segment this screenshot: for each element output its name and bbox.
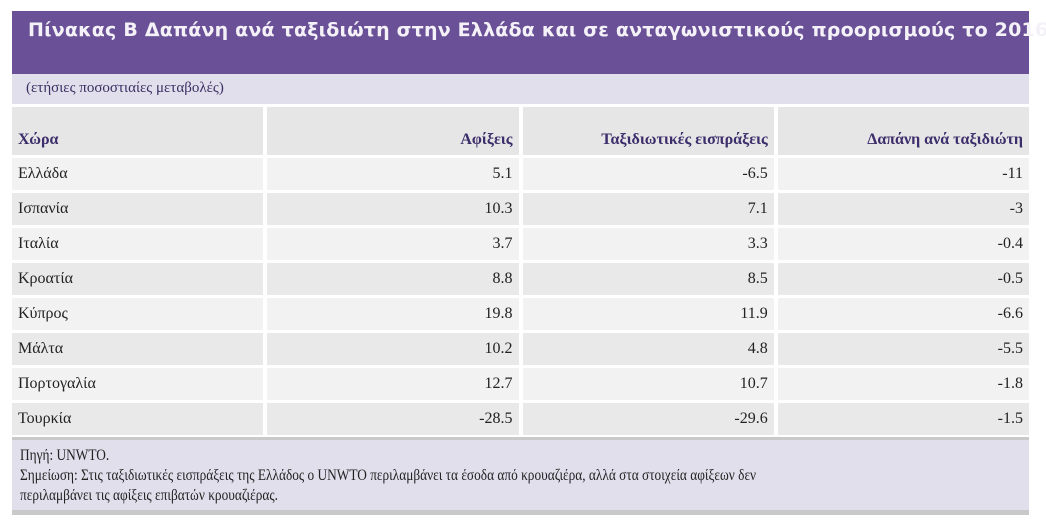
- column-header-spend-per-traveller: Δαπάνη ανά ταξιδιώτη: [777, 107, 1029, 155]
- cell-spend-per-traveller: -11: [777, 158, 1029, 190]
- cell-spend-per-traveller: -0.5: [777, 263, 1029, 295]
- cell-country: Πορτογαλία: [12, 368, 264, 400]
- cell-arrivals: 19.8: [267, 298, 519, 330]
- table-subtitle: (ετήσιες ποσοστιαίες μεταβολές): [12, 74, 1029, 104]
- cell-arrivals: 10.3: [267, 193, 519, 225]
- note-line-1: Σημείωση: Στις ταξιδιωτικές εισπράξεις τ…: [20, 467, 757, 484]
- cell-receipts: -6.5: [522, 158, 774, 190]
- column-header-receipts: Ταξιδιωτικές εισπράξεις: [522, 107, 774, 155]
- cell-receipts: 7.1: [522, 193, 774, 225]
- cell-country: Ελλάδα: [12, 158, 264, 190]
- cell-country: Κύπρος: [12, 298, 264, 330]
- cell-receipts: 4.8: [522, 333, 774, 365]
- cell-spend-per-traveller: -0.4: [777, 228, 1029, 260]
- table-row: Κροατία 8.8 8.5 -0.5: [12, 263, 1029, 295]
- table-footnote: Πηγή: UNWTO. Σημείωση: Στις ταξιδιωτικές…: [12, 437, 1029, 515]
- data-table: Χώρα Αφίξεις Ταξιδιωτικές εισπράξεις Δαπ…: [8, 104, 1033, 438]
- column-header-arrivals: Αφίξεις: [267, 107, 519, 155]
- table-row: Ελλάδα 5.1 -6.5 -11: [12, 158, 1029, 190]
- column-header-country: Χώρα: [12, 107, 264, 155]
- cell-arrivals: 3.7: [267, 228, 519, 260]
- cell-receipts: -29.6: [522, 403, 774, 435]
- cell-spend-per-traveller: -1.8: [777, 368, 1029, 400]
- cell-spend-per-traveller: -1.5: [777, 403, 1029, 435]
- cell-arrivals: 12.7: [267, 368, 519, 400]
- cell-country: Ιταλία: [12, 228, 264, 260]
- cell-arrivals: 10.2: [267, 333, 519, 365]
- cell-spend-per-traveller: -3: [777, 193, 1029, 225]
- table-row: Ιταλία 3.7 3.3 -0.4: [12, 228, 1029, 260]
- cell-arrivals: 5.1: [267, 158, 519, 190]
- table-row: Κύπρος 19.8 11.9 -6.6: [12, 298, 1029, 330]
- table-row: Πορτογαλία 12.7 10.7 -1.8: [12, 368, 1029, 400]
- cell-spend-per-traveller: -5.5: [777, 333, 1029, 365]
- cell-receipts: 3.3: [522, 228, 774, 260]
- cell-spend-per-traveller: -6.6: [777, 298, 1029, 330]
- table-panel: Πίνακας Β Δαπάνη ανά ταξιδιώτη στην Ελλά…: [12, 11, 1046, 515]
- cell-arrivals: -28.5: [267, 403, 519, 435]
- cell-country: Μάλτα: [12, 333, 264, 365]
- cell-country: Τουρκία: [12, 403, 264, 435]
- cell-receipts: 8.5: [522, 263, 774, 295]
- cell-receipts: 10.7: [522, 368, 774, 400]
- table-title: Πίνακας Β Δαπάνη ανά ταξιδιώτη στην Ελλά…: [12, 11, 1046, 74]
- table-row: Μάλτα 10.2 4.8 -5.5: [12, 333, 1029, 365]
- cell-country: Ισπανία: [12, 193, 264, 225]
- note-line-2: περιλαμβάνει τις αφίξεις επιβατών κρουαζ…: [20, 487, 278, 504]
- cell-arrivals: 8.8: [267, 263, 519, 295]
- source-note: Πηγή: UNWTO.: [20, 447, 110, 464]
- table-row: Τουρκία -28.5 -29.6 -1.5: [12, 403, 1029, 435]
- header-row: Χώρα Αφίξεις Ταξιδιωτικές εισπράξεις Δαπ…: [12, 107, 1029, 155]
- cell-receipts: 11.9: [522, 298, 774, 330]
- cell-country: Κροατία: [12, 263, 264, 295]
- table-row: Ισπανία 10.3 7.1 -3: [12, 193, 1029, 225]
